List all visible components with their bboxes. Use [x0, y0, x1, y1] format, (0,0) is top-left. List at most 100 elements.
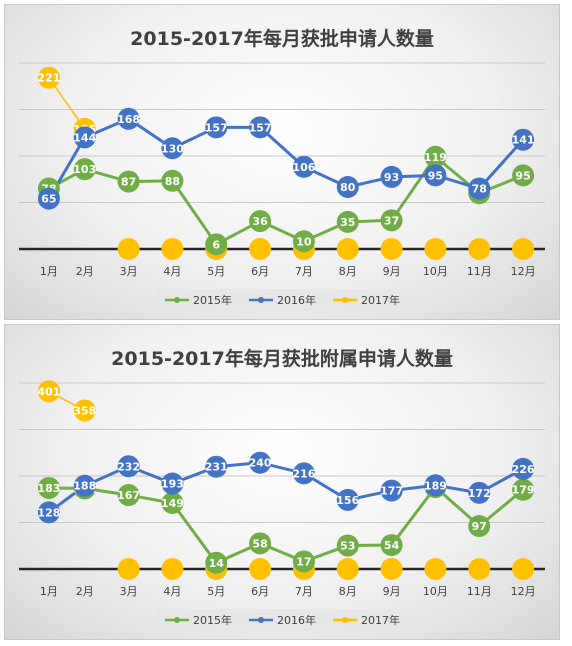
data-point-marker: [205, 116, 228, 139]
data-point-marker: [512, 478, 535, 501]
x-tick-label: 5月: [207, 585, 225, 598]
x-tick-label: 9月: [383, 265, 401, 278]
x-tick-label: 3月: [120, 585, 138, 598]
data-label: 128: [37, 506, 60, 519]
data-label: 221: [37, 72, 60, 85]
x-tick-label: 2月: [76, 585, 94, 598]
legend-marker: [174, 617, 180, 623]
data-point-marker: [37, 66, 60, 89]
data-label: 58: [252, 537, 267, 550]
data-label: 168: [117, 113, 140, 126]
x-tick-label: 7月: [295, 585, 313, 598]
data-point-marker: [380, 534, 403, 557]
data-label: 144: [73, 131, 96, 144]
data-point-marker: [205, 233, 228, 256]
data-point-marker: [73, 474, 96, 497]
legend-marker: [258, 617, 264, 623]
chart-title: 2015-2017年每月获批申请人数量: [130, 27, 434, 50]
data-point-marker: [336, 176, 359, 198]
data-point-marker: [117, 238, 140, 260]
x-tick-label: 6月: [251, 585, 269, 598]
data-point-marker: [512, 238, 535, 260]
data-label: 358: [73, 404, 96, 417]
data-point-marker: [512, 128, 535, 151]
x-tick-label: 11月: [467, 585, 492, 598]
data-point-marker: [37, 380, 60, 403]
data-point-marker: [161, 238, 184, 260]
data-label: 216: [292, 467, 315, 480]
x-tick-label: 12月: [511, 265, 536, 278]
data-point-marker: [249, 558, 272, 580]
legend-label: 2015年: [193, 613, 232, 627]
x-tick-label: 3月: [120, 265, 138, 278]
data-point-marker: [424, 145, 447, 168]
x-tick-label: 4月: [163, 265, 181, 278]
data-point-marker: [161, 472, 184, 495]
legend-marker: [342, 617, 348, 623]
x-tick-label: 8月: [339, 585, 357, 598]
data-point-marker: [468, 481, 491, 504]
legend-label: 2017年: [361, 613, 400, 627]
data-point-marker: [512, 457, 535, 480]
x-tick-label: 10月: [423, 265, 448, 278]
data-point-marker: [336, 238, 359, 260]
data-point-marker: [468, 515, 491, 538]
data-label: 95: [515, 169, 530, 182]
data-label: 17: [296, 555, 311, 568]
line-chart-svg: 2015-2017年每月获批附属申请人数量 1月 2月 3月 4月 5月 6月 7月 8月 9月 1…: [19, 347, 545, 631]
data-label: 193: [161, 478, 184, 491]
data-label: 141: [512, 134, 535, 147]
data-point-marker: [205, 455, 228, 478]
data-point-marker: [73, 126, 96, 149]
data-label: 167: [117, 489, 140, 502]
data-label: 231: [205, 461, 228, 474]
data-point-marker: [249, 451, 272, 474]
data-label: 119: [424, 151, 447, 164]
x-tick-label: 5月: [207, 265, 225, 278]
chart-panel-approved-applicants: 2015-2017年每月获批申请人数量 1月 2月 3月 4月 5月 6月 7月 8月 9月 10月…: [4, 4, 560, 320]
data-label: 183: [37, 482, 60, 495]
data-point-marker: [249, 532, 272, 555]
data-point-marker: [205, 551, 228, 574]
data-point-marker: [117, 107, 140, 130]
x-tick-label: 4月: [163, 585, 181, 598]
data-label: 80: [340, 181, 356, 194]
data-label: 35: [340, 216, 355, 229]
data-point-marker: [161, 492, 184, 515]
data-point-marker: [336, 558, 359, 580]
data-point-marker: [468, 238, 491, 260]
data-point-marker: [424, 474, 447, 497]
legend-marker: [342, 297, 348, 303]
data-point-marker: [249, 238, 272, 260]
data-label: 179: [512, 484, 535, 497]
legend-marker: [258, 297, 264, 303]
data-label: 240: [249, 457, 272, 470]
line-chart-svg: 2015-2017年每月获批申请人数量 1月 2月 3月 4月 5月 6月 7月 8月 9月 10月…: [19, 27, 545, 311]
data-point-marker: [380, 558, 403, 580]
data-label: 37: [384, 214, 399, 227]
data-point-marker: [292, 230, 315, 253]
data-label: 401: [37, 385, 60, 398]
data-label: 36: [252, 215, 268, 228]
data-point-marker: [292, 155, 315, 178]
x-tick-label: 1月: [40, 585, 58, 598]
data-label: 14: [209, 557, 225, 570]
data-label: 65: [41, 193, 56, 206]
data-label: 157: [205, 121, 228, 134]
data-point-marker: [37, 187, 60, 210]
data-label: 156: [336, 494, 359, 507]
data-point-marker: [424, 558, 447, 580]
data-label: 97: [472, 520, 487, 533]
data-label: 232: [117, 460, 140, 473]
data-label: 95: [428, 169, 443, 182]
data-label: 87: [121, 176, 136, 189]
data-point-marker: [292, 462, 315, 485]
data-point-marker: [380, 238, 403, 260]
legend-background: [155, 609, 425, 631]
x-tick-label: 6月: [251, 265, 269, 278]
data-label: 172: [468, 487, 491, 500]
legend-label: 2016年: [277, 293, 316, 307]
data-label: 6: [212, 238, 220, 251]
data-label: 54: [384, 539, 400, 552]
data-label: 53: [340, 540, 355, 553]
